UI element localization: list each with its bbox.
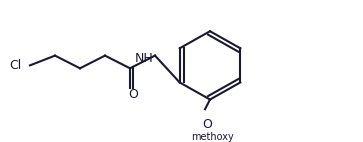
Text: Cl: Cl (10, 59, 22, 72)
Text: O: O (128, 88, 138, 101)
Text: O: O (202, 118, 212, 131)
Text: methoxy: methoxy (192, 132, 234, 142)
Text: NH: NH (135, 52, 154, 65)
